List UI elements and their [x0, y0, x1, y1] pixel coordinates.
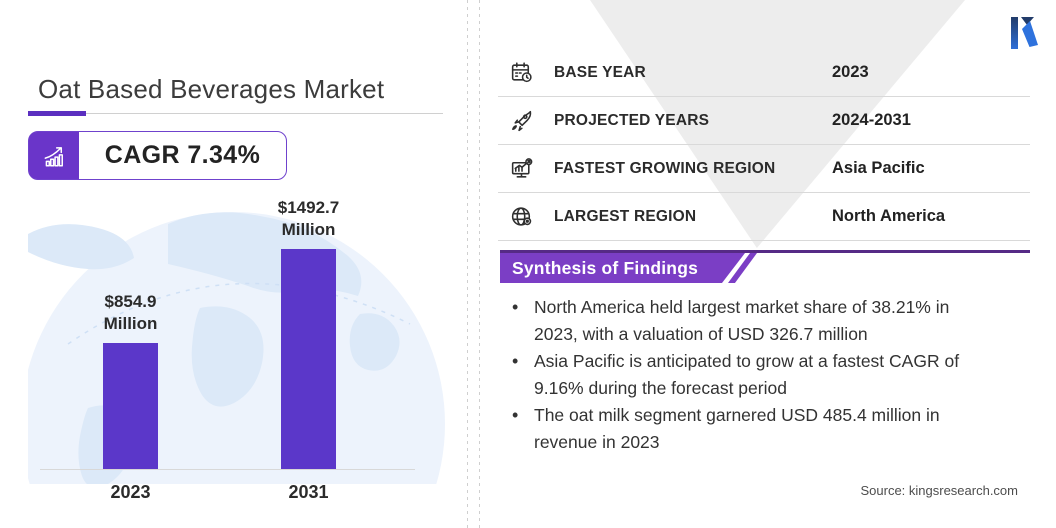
- bar-value-label-2023: $854.9 Million: [103, 292, 158, 333]
- finding-item: Asia Pacific is anticipated to grow at a…: [504, 348, 994, 402]
- findings-banner: Synthesis of Findings: [500, 253, 745, 283]
- bar-chart: $854.9 Million $1492.7 Million: [28, 192, 448, 470]
- x-axis-line: [40, 469, 415, 470]
- x-tick-2031: 2031: [288, 482, 329, 502]
- findings-top-rule: [500, 250, 1030, 253]
- x-tick-2023: 2023: [110, 482, 151, 502]
- left-panel: Oat Based Beverages Market CAGR 7.34%: [28, 0, 448, 528]
- info-row-fastest-growing-region: FASTEST GROWING REGION Asia Pacific: [498, 145, 1030, 193]
- bar-value-label-2031: $1492.7 Million: [277, 198, 340, 239]
- bar-2023: [103, 343, 158, 469]
- row-label: PROJECTED YEARS: [554, 111, 710, 129]
- finding-item: North America held largest market share …: [504, 294, 994, 348]
- vertical-dashed-divider-2: [479, 0, 480, 528]
- kings-research-logo: [1011, 17, 1038, 49]
- row-value: 2023: [832, 63, 869, 81]
- title-underline: [28, 111, 443, 117]
- cagr-badge-icon-box: [29, 132, 79, 179]
- vertical-dashed-divider-1: [467, 0, 468, 528]
- title-underline-gray: [28, 113, 443, 114]
- growth-chart-arrow-icon: [44, 146, 63, 167]
- info-rows: BASE YEAR 2023 PROJECTED YEARS 2024-2031: [498, 49, 1030, 241]
- growth-region-icon: [508, 156, 534, 182]
- info-row-projected-years: PROJECTED YEARS 2024-2031: [498, 97, 1030, 145]
- info-row-largest-region: LARGEST REGION North America: [498, 193, 1030, 241]
- right-panel: BASE YEAR 2023 PROJECTED YEARS 2024-2031: [498, 0, 1044, 528]
- rocket-icon: [508, 108, 534, 134]
- page-title: Oat Based Beverages Market: [38, 74, 385, 104]
- finding-item: The oat milk segment garnered USD 485.4 …: [504, 402, 994, 456]
- row-label: LARGEST REGION: [554, 207, 697, 225]
- findings-list: North America held largest market share …: [504, 294, 982, 456]
- row-value: Asia Pacific: [832, 159, 925, 177]
- row-value: North America: [832, 207, 946, 225]
- row-label: BASE YEAR: [554, 63, 646, 81]
- calendar-clock-icon: [508, 60, 534, 86]
- row-value: 2024-2031: [832, 111, 911, 129]
- cagr-value-label: CAGR 7.34%: [104, 141, 261, 169]
- info-row-base-year: BASE YEAR 2023: [498, 49, 1030, 97]
- bar-2031: [281, 249, 336, 469]
- row-label: FASTEST GROWING REGION: [554, 159, 776, 177]
- cagr-badge: CAGR 7.34%: [28, 131, 287, 180]
- source-attribution: Source: kingsresearch.com: [860, 483, 1018, 498]
- globe-icon: [508, 204, 534, 230]
- findings-title: Synthesis of Findings: [512, 257, 699, 278]
- title-underline-accent: [28, 111, 86, 116]
